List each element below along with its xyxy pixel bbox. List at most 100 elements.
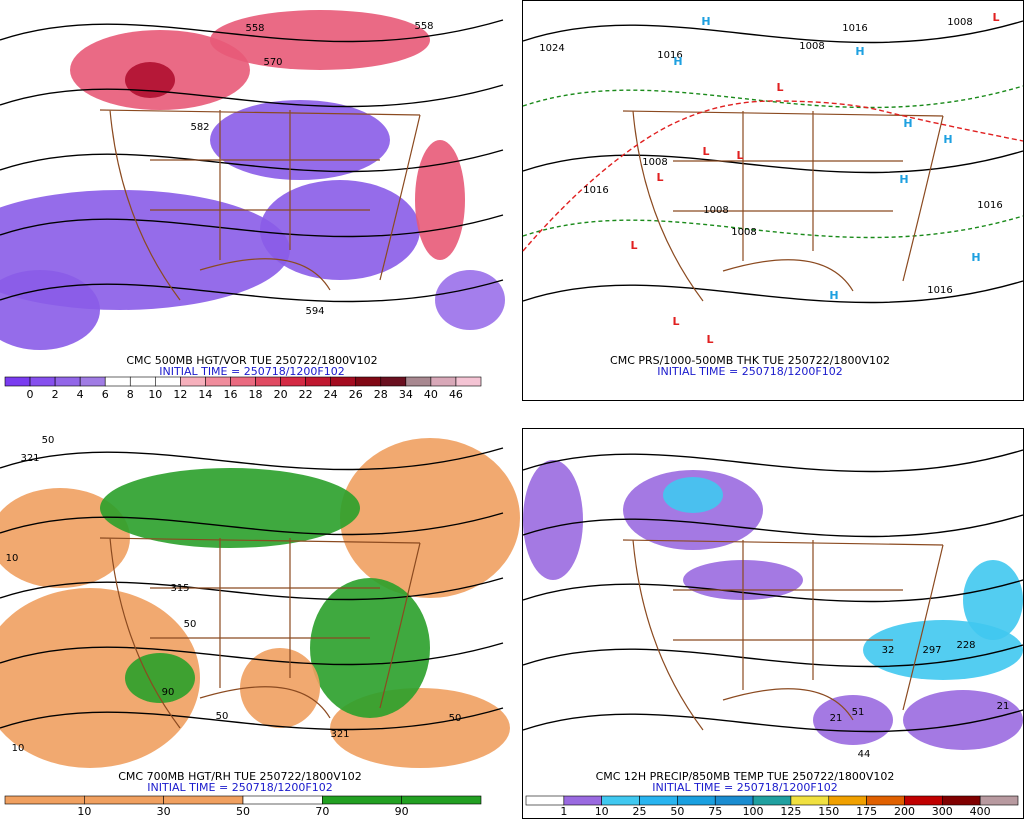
legend-label: 22 <box>299 388 313 401</box>
contour-label: 315 <box>170 583 189 594</box>
legend-swatch <box>4 795 85 805</box>
legend-swatch <box>714 795 754 806</box>
legend-label: 1 <box>560 805 567 818</box>
contour-line <box>522 449 1024 473</box>
legend-swatch <box>828 795 867 806</box>
legend-swatch <box>205 376 231 387</box>
high-center: H <box>673 55 682 68</box>
high-center: H <box>855 45 864 58</box>
low-center: L <box>630 239 637 252</box>
legend-swatch <box>322 795 402 805</box>
legend-label: 20 <box>274 388 288 401</box>
border-line <box>99 109 421 301</box>
legend-label: 46 <box>449 388 463 401</box>
thickness-line <box>522 100 1024 252</box>
contour-line <box>0 19 504 43</box>
legend-swatch <box>330 376 357 387</box>
high-center: H <box>903 117 912 130</box>
caption: CMC 700MB HGT/RH TUE 250722/1800V102 <box>118 770 362 783</box>
legend-swatch <box>677 795 716 806</box>
initial-time: INITIAL TIME = 250718/1200F102 <box>159 365 344 378</box>
contour-label: 50 <box>184 619 197 630</box>
contour-line <box>522 514 1024 538</box>
contour-label: 10 <box>6 553 19 564</box>
high-center: H <box>899 173 908 186</box>
shaded-area <box>125 653 195 703</box>
shaded-area <box>210 10 430 70</box>
legend-swatch <box>601 795 640 806</box>
legend-swatch <box>84 795 164 805</box>
contour-line <box>522 579 1024 603</box>
contour-label: 21 <box>997 701 1010 712</box>
shaded-area <box>415 140 465 260</box>
low-center: L <box>706 333 713 346</box>
caption: CMC 12H PRECIP/850MB TEMP TUE 250722/180… <box>596 770 895 783</box>
legend-label: 0 <box>27 388 34 401</box>
legend-label: 12 <box>173 388 187 401</box>
legend-label: 75 <box>708 805 722 818</box>
shaded-area <box>125 62 175 98</box>
legend-label: 175 <box>856 805 877 818</box>
legend-label: 90 <box>395 805 409 818</box>
legend-swatch <box>163 795 244 805</box>
shaded-area <box>663 477 723 513</box>
legend-swatch <box>305 376 331 387</box>
contour-label: 1008 <box>642 157 667 168</box>
legend-swatch <box>752 795 792 806</box>
legend-swatch <box>380 376 407 387</box>
contour-line <box>0 577 504 601</box>
legend-swatch <box>29 376 56 387</box>
contour-line <box>522 85 1024 109</box>
contour-line <box>522 709 1024 733</box>
map-background <box>523 1 1023 355</box>
initial-time: INITIAL TIME = 250718/1200F102 <box>147 781 332 794</box>
contour-label: 50 <box>42 435 55 446</box>
legend-swatch <box>355 376 382 387</box>
shaded-area <box>0 488 130 588</box>
legend-label: 50 <box>236 805 250 818</box>
contour-label: 50 <box>216 711 229 722</box>
contour-label: 297 <box>922 645 941 656</box>
legend-label: 10 <box>148 388 162 401</box>
legend-swatch <box>455 376 482 387</box>
legend-swatch <box>280 376 306 387</box>
legend-swatch <box>430 376 457 387</box>
contour-label: 1008 <box>731 227 756 238</box>
legend-label: 8 <box>127 388 134 401</box>
legend-swatch <box>230 376 256 387</box>
contour-label: 558 <box>245 23 264 34</box>
shaded-area <box>100 468 360 548</box>
legend-swatch <box>639 795 678 806</box>
legend-label: 10 <box>595 805 609 818</box>
shaded-area <box>523 460 583 580</box>
contour-label: 1016 <box>977 200 1002 211</box>
contour-label: 558 <box>414 21 433 32</box>
legend-label: 16 <box>223 388 237 401</box>
contour-label: 570 <box>263 57 282 68</box>
contour-line <box>522 20 1024 44</box>
legend-label: 25 <box>633 805 647 818</box>
contour-label: 1016 <box>583 185 608 196</box>
contour-label: 1016 <box>927 285 952 296</box>
legend-label: 125 <box>780 805 801 818</box>
caption: CMC PRS/1000-500MB THK TUE 250722/1800V1… <box>610 354 890 367</box>
legend-label: 4 <box>77 388 84 401</box>
contour-label: 1024 <box>539 43 564 54</box>
caption: CMC 500MB HGT/VOR TUE 250722/1800V102 <box>126 354 377 367</box>
low-center: L <box>776 81 783 94</box>
legend-swatch <box>155 376 181 387</box>
border-line <box>99 537 421 729</box>
legend-label: 10 <box>77 805 91 818</box>
legend-label: 400 <box>970 805 991 818</box>
legend-label: 100 <box>743 805 764 818</box>
contour-label: 321 <box>20 453 39 464</box>
legend-label: 2 <box>52 388 59 401</box>
contour-label: 594 <box>305 306 324 317</box>
high-center: H <box>701 15 710 28</box>
shaded-area <box>260 180 420 280</box>
contour-line <box>522 280 1024 304</box>
contour-line <box>0 707 504 731</box>
legend-swatch <box>401 795 482 805</box>
contour-line <box>0 279 504 303</box>
